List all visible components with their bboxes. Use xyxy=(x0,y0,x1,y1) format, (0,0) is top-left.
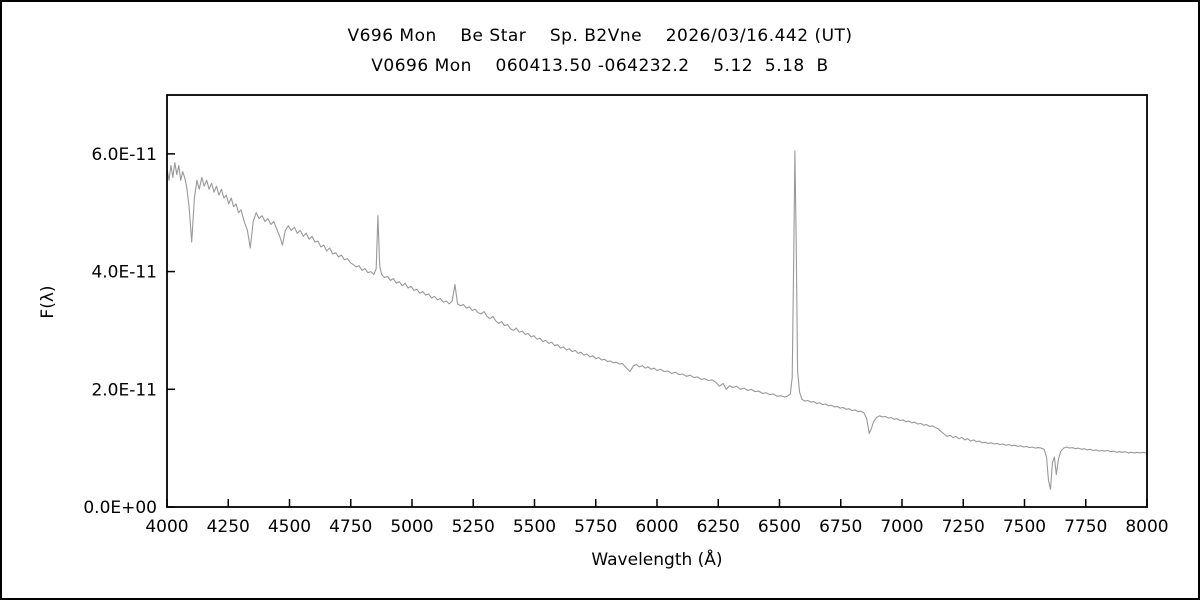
y-tick-label: 0.0E+00 xyxy=(83,498,157,518)
x-tick-label: 7250 xyxy=(942,517,985,537)
x-tick-label: 5750 xyxy=(574,517,617,537)
y-axis-label: F(λ) xyxy=(38,285,58,319)
x-tick-label: 5500 xyxy=(513,517,556,537)
x-tick-label: 8000 xyxy=(1125,517,1168,537)
chart-title-line1: V696 Mon Be Star Sp. B2Vne 2026/03/16.44… xyxy=(347,26,853,46)
y-tick-label: 4.0E-11 xyxy=(91,263,157,283)
x-tick-label: 6250 xyxy=(697,517,740,537)
x-tick-label: 5000 xyxy=(390,517,433,537)
x-axis-label: Wavelength (Å) xyxy=(591,550,723,570)
x-tick-label: 6750 xyxy=(819,517,862,537)
chart-title-line2: V0696 Mon 060413.50 -064232.2 5.12 5.18 … xyxy=(371,56,829,76)
x-tick-label: 7750 xyxy=(1064,517,1107,537)
x-tick-label: 7500 xyxy=(1003,517,1046,537)
x-tick-label: 4000 xyxy=(145,517,188,537)
x-tick-label: 6500 xyxy=(758,517,801,537)
x-tick-label: 7000 xyxy=(880,517,923,537)
y-tick-label: 2.0E-11 xyxy=(91,380,157,400)
y-tick-label: 6.0E-11 xyxy=(91,145,157,165)
x-tick-label: 6000 xyxy=(635,517,678,537)
x-tick-label: 4500 xyxy=(268,517,311,537)
spectrum-line xyxy=(166,150,1148,490)
plot-border xyxy=(166,94,1148,508)
x-tick-label: 4250 xyxy=(207,517,250,537)
x-tick-label: 5250 xyxy=(452,517,495,537)
x-tick-label: 4750 xyxy=(329,517,372,537)
